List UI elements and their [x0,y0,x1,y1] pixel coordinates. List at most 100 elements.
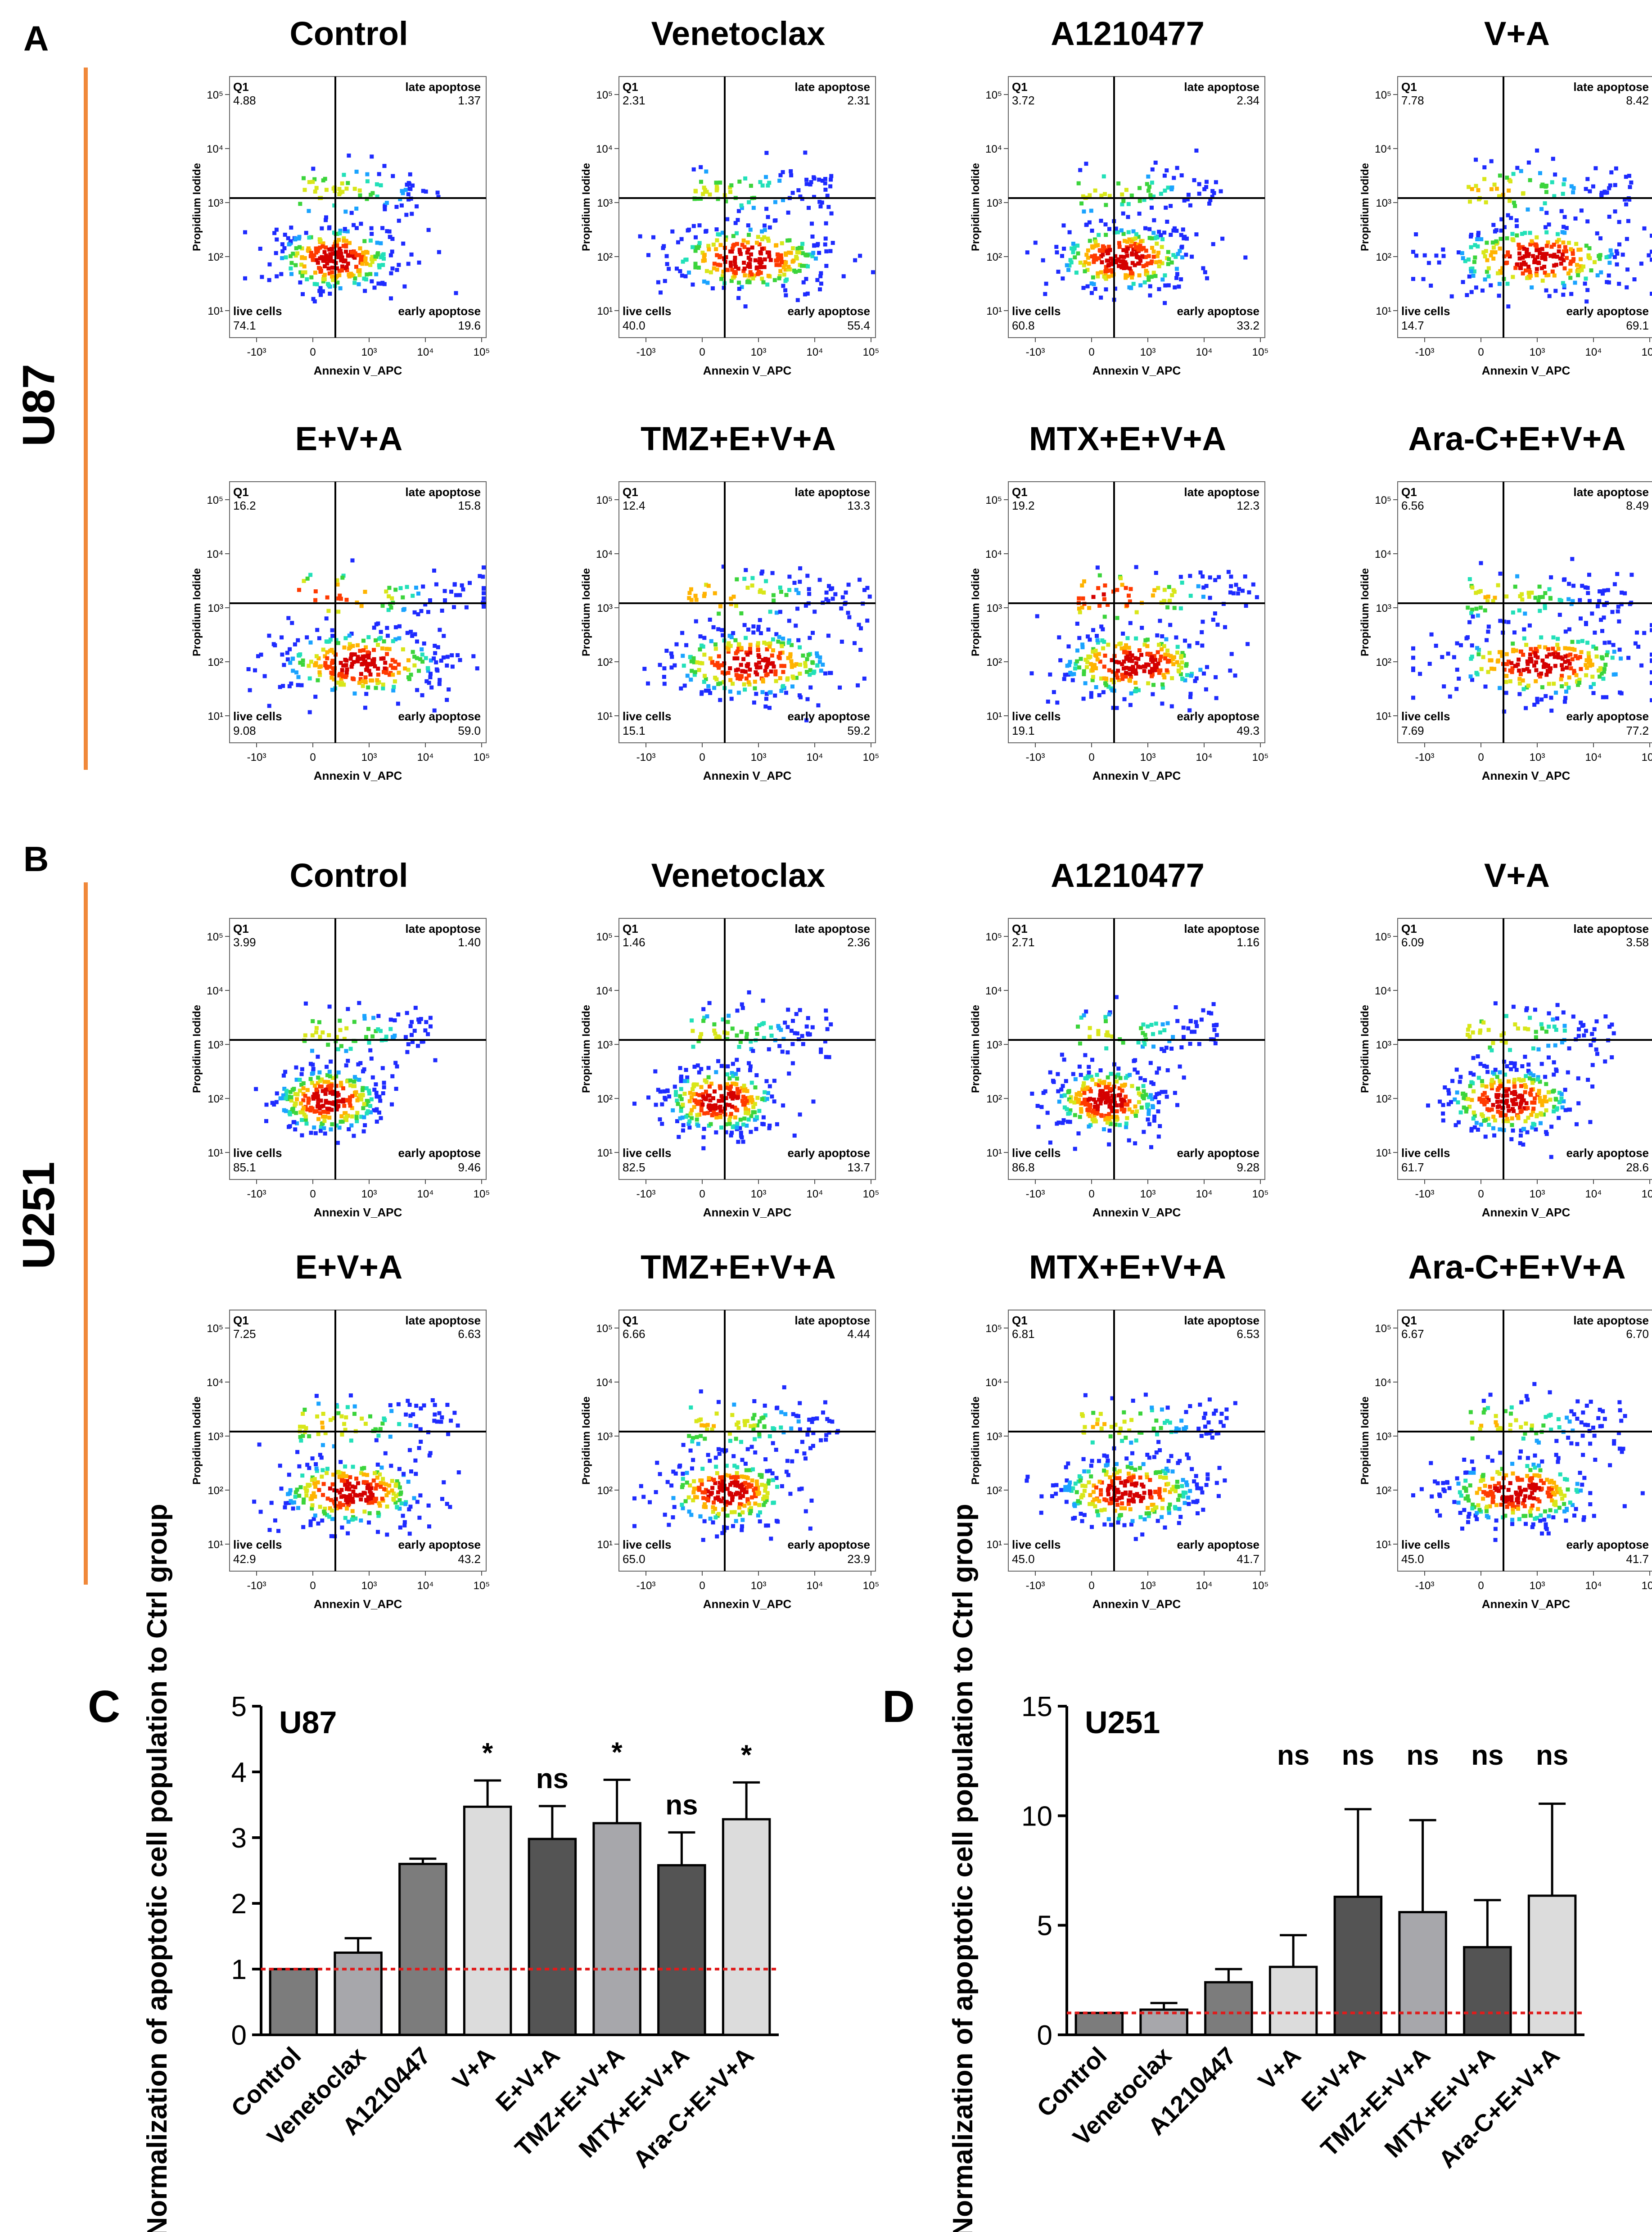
flow-dot [859,626,863,631]
flow-dot [1493,1067,1498,1072]
flow-dot [1097,256,1101,261]
flow-dot [1543,645,1548,650]
flow-dot [1103,275,1108,280]
flow-dot [394,205,399,209]
flow-dot [1165,605,1170,610]
flow-dot [741,669,745,673]
flow-dot [1475,646,1480,650]
flow-dot [303,1486,307,1491]
flow-dot [302,1106,306,1110]
flow-dot [1499,237,1503,241]
flow-dot [1529,1113,1534,1117]
flow-dot [323,1506,327,1511]
flow-dot [389,605,393,610]
flow-dot [1153,658,1158,662]
flow-dot [1483,254,1487,258]
flow-dot [1101,592,1106,596]
flow-dot [662,682,667,686]
flow-dot [1144,249,1148,253]
flow-dot [1557,244,1562,249]
flow-dot [1515,262,1519,267]
flow-dot [1146,1117,1150,1122]
flow-dot [352,280,357,285]
flow-dot [786,265,791,269]
y-tick-label: 10⁵ [207,494,223,506]
flow-dot [659,290,663,295]
flow-dot [397,624,402,628]
flow-dot [778,610,782,614]
flow-dot [748,646,752,651]
flow-dot [775,1122,779,1126]
flow-dot [805,657,809,661]
flow-dot [709,639,713,643]
flow-dot [1120,192,1124,197]
flow-dot [1573,280,1577,285]
flow-dot [1183,638,1187,643]
flow-dot [1134,252,1138,257]
flow-dot [1443,1085,1447,1089]
flow-dot [1528,273,1532,278]
flow-dot [1146,189,1151,193]
flow-dot [769,1034,774,1038]
flow-dot [258,1509,263,1514]
flow-dot [1117,678,1121,682]
flow-dot [279,272,284,276]
flow-dot [785,238,790,243]
flow-dot [812,610,817,614]
flow-dot [1549,575,1553,579]
y-tick-label: 10⁵ [1375,931,1391,943]
flow-dot [306,1101,311,1105]
flow-dot [1170,676,1174,680]
flow-dot [675,267,679,271]
flow-dot [1128,587,1133,591]
flow-dot [1470,187,1474,191]
flow-dot [1097,248,1102,253]
flow-dot [1580,639,1584,643]
flow-dot [374,622,379,627]
quadrant-label-q1: Q1 [1401,485,1417,499]
flow-dot [1065,263,1069,267]
flow-dot [1569,666,1573,671]
flow-dot [1212,1023,1216,1028]
flow-dot [334,1093,339,1098]
flow-dot [426,228,431,232]
flow-dot [688,1111,693,1116]
y-tick-label: 10³ [986,602,1002,614]
quadrant-label-q1: Q1 [1012,922,1028,935]
flow-dot [1486,1116,1490,1121]
flow-dot [415,656,419,660]
flow-dot [1526,1106,1530,1110]
flow-dot [778,269,783,273]
flow-dot [1044,281,1048,286]
flow-dot [363,1123,367,1127]
flow-dot [1137,273,1142,278]
flow-dot [1595,273,1600,278]
quadrant-label-live: live cells [623,1146,671,1160]
quadrant-label-q1: Q1 [623,80,638,94]
flow-dot [360,1416,364,1421]
flow-dot [1526,1116,1530,1120]
flow-dot [815,651,819,655]
flow-dot [1151,692,1155,696]
flow-dot [1593,630,1597,635]
flow-dot [808,1032,812,1037]
flow-dot [1025,250,1029,255]
flow-dot [1116,1066,1121,1071]
quadrant-label-late: late apoptose [1184,485,1259,499]
flow-dot [358,1061,363,1065]
flow-dot [309,1130,313,1135]
flow-dot [1499,217,1504,221]
flow-dot [409,673,413,677]
flow-dot [1125,239,1130,244]
flow-dot [1158,1124,1162,1128]
flow-dot [1585,177,1590,181]
flow-dot [1203,270,1207,275]
flow-dot [1179,277,1183,281]
flow-dot [303,1093,307,1098]
flow-dot [1035,614,1039,619]
flow-dot [1472,1125,1477,1130]
flow-dot [687,271,691,275]
flow-dot [1478,605,1483,610]
flow-dot [1526,207,1530,212]
flow-dot [414,585,418,590]
